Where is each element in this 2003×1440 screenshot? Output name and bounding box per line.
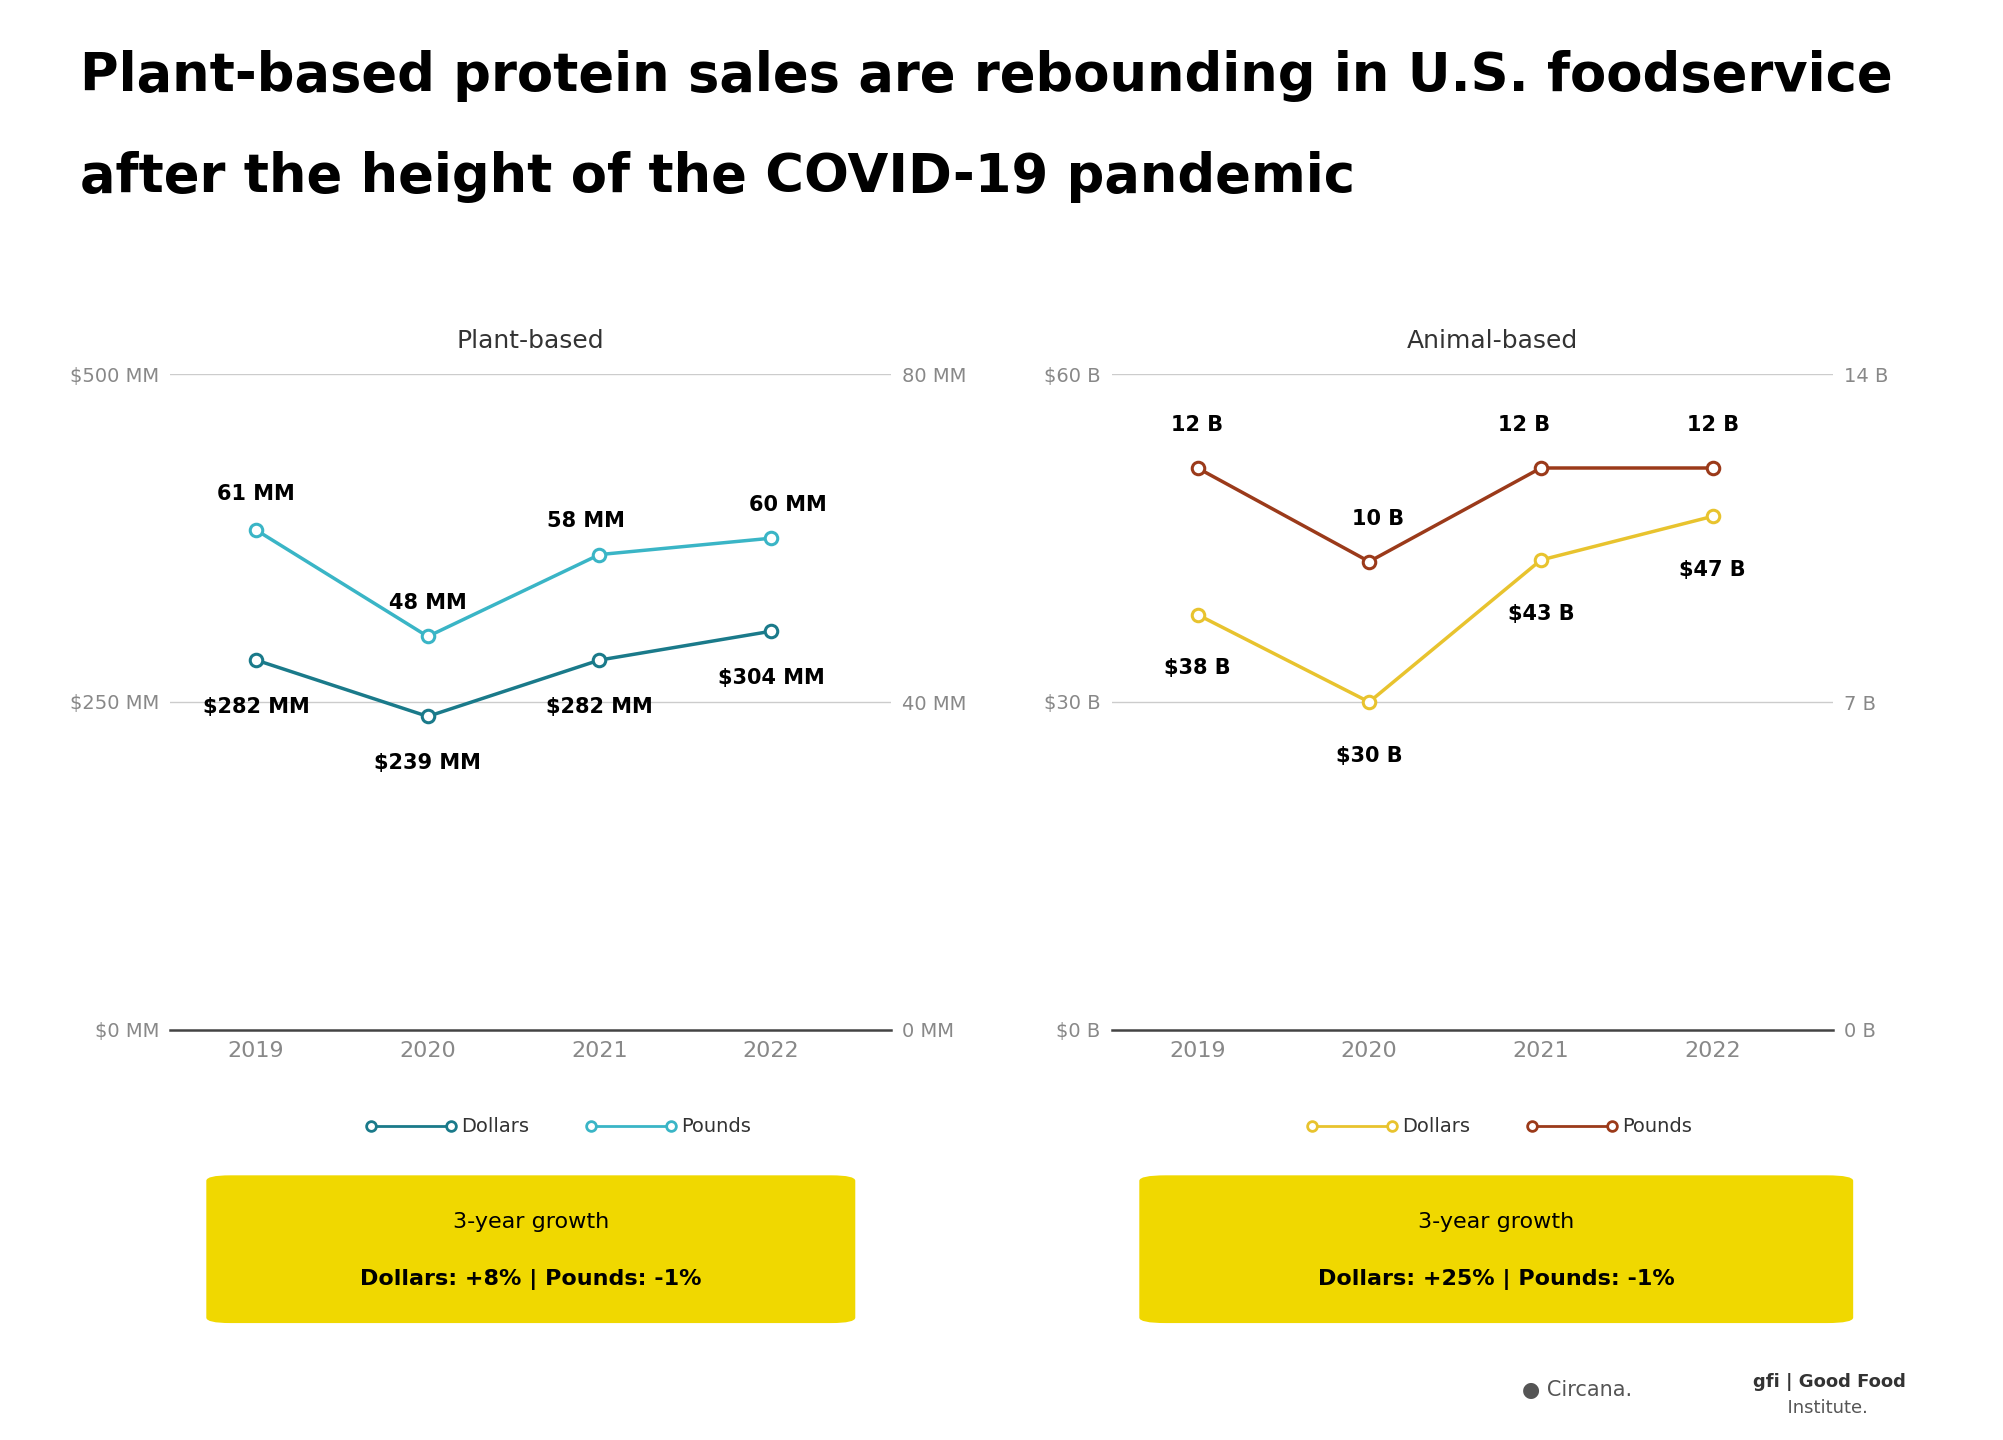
- Text: 60 MM: 60 MM: [749, 494, 827, 514]
- Text: after the height of the COVID-19 pandemic: after the height of the COVID-19 pandemi…: [80, 151, 1356, 203]
- Text: $43 B: $43 B: [1508, 603, 1574, 624]
- Text: Plant-based protein sales are rebounding in U.S. foodservice: Plant-based protein sales are rebounding…: [80, 50, 1893, 102]
- Text: Dollars: +8% | Pounds: -1%: Dollars: +8% | Pounds: -1%: [361, 1269, 701, 1290]
- Text: 58 MM: 58 MM: [547, 511, 625, 531]
- Text: $282 MM: $282 MM: [547, 697, 653, 717]
- Text: 10 B: 10 B: [1352, 508, 1404, 528]
- Text: ● Circana.: ● Circana.: [1522, 1380, 1632, 1400]
- Text: $30 B: $30 B: [1336, 746, 1402, 766]
- Text: 12 B: 12 B: [1172, 415, 1224, 435]
- Text: $38 B: $38 B: [1164, 658, 1230, 678]
- Text: Dollars: Dollars: [461, 1116, 529, 1136]
- Text: Pounds: Pounds: [1622, 1116, 1693, 1136]
- Text: Dollars: Dollars: [1402, 1116, 1470, 1136]
- Text: Pounds: Pounds: [681, 1116, 751, 1136]
- Text: Institute.: Institute.: [1753, 1400, 1867, 1417]
- Text: Plant-based: Plant-based: [457, 328, 605, 353]
- FancyBboxPatch shape: [1140, 1175, 1853, 1323]
- Text: 12 B: 12 B: [1498, 415, 1550, 435]
- Text: 3-year growth: 3-year growth: [453, 1212, 609, 1231]
- Text: $239 MM: $239 MM: [375, 753, 481, 773]
- Text: $282 MM: $282 MM: [202, 697, 310, 717]
- Text: Dollars: +25% | Pounds: -1%: Dollars: +25% | Pounds: -1%: [1318, 1269, 1675, 1290]
- Text: Animal-based: Animal-based: [1406, 328, 1578, 353]
- Text: gfi | Good Food: gfi | Good Food: [1753, 1374, 1905, 1391]
- Text: 3-year growth: 3-year growth: [1418, 1212, 1574, 1231]
- Text: $304 MM: $304 MM: [717, 668, 825, 688]
- Text: 61 MM: 61 MM: [216, 484, 294, 504]
- FancyBboxPatch shape: [206, 1175, 855, 1323]
- Text: 12 B: 12 B: [1687, 415, 1739, 435]
- Text: $47 B: $47 B: [1679, 560, 1747, 580]
- Text: 48 MM: 48 MM: [389, 593, 467, 613]
